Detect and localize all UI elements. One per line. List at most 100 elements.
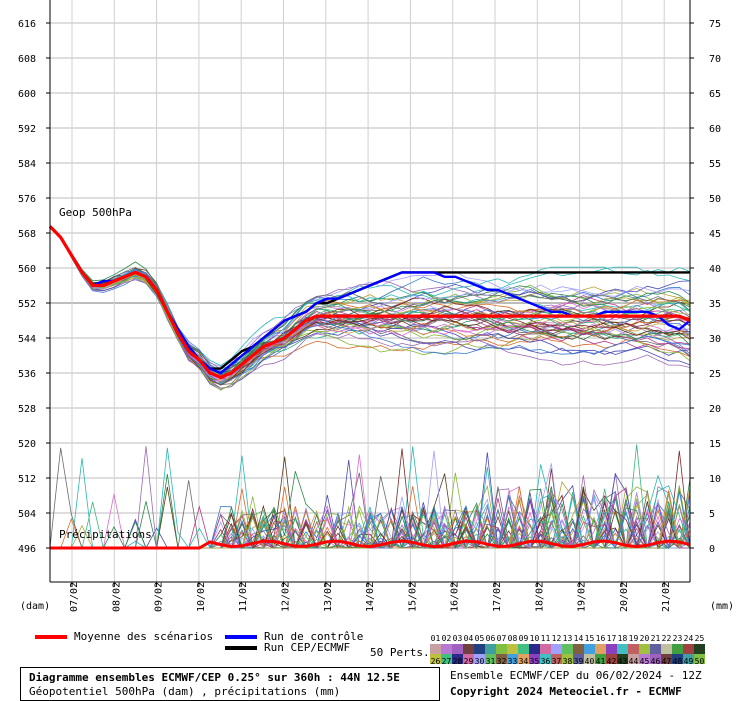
left-tick-label: 600 xyxy=(18,89,36,100)
pert-number: 45 xyxy=(639,657,650,666)
right-tick-label: 45 xyxy=(709,229,721,240)
pert-number: 25 xyxy=(694,634,705,643)
pert-color-box xyxy=(441,644,452,654)
pert-color-box xyxy=(518,644,529,654)
pert-number: 01 xyxy=(430,634,441,643)
pert-number: 39 xyxy=(573,657,584,666)
pert-color-box xyxy=(474,644,485,654)
pert-color-box xyxy=(617,644,628,654)
pert-number: 46 xyxy=(650,657,661,666)
pert-color-box xyxy=(672,654,683,664)
pert-color-box xyxy=(595,654,606,664)
pert-number: 18 xyxy=(617,634,628,643)
pert-color-box xyxy=(507,644,518,654)
pert-color-box xyxy=(518,654,529,664)
mean-precip-line xyxy=(50,539,691,550)
pert-number: 47 xyxy=(661,657,672,666)
pert-number: 33 xyxy=(507,657,518,666)
pert-color-box xyxy=(628,644,639,654)
pert-color-box xyxy=(474,654,485,664)
ensemble-member-line xyxy=(49,226,691,389)
x-tick-label: 17/02 xyxy=(492,582,503,612)
left-tick-label: 536 xyxy=(18,369,36,380)
pert-number: 43 xyxy=(617,657,628,666)
pert-number: 28 xyxy=(452,657,463,666)
pert-number: 32 xyxy=(496,657,507,666)
left-tick-label: 496 xyxy=(18,544,36,555)
pert-number: 41 xyxy=(595,657,606,666)
pert-color-box xyxy=(562,654,573,664)
pert-number: 16 xyxy=(595,634,606,643)
pert-number: 11 xyxy=(540,634,551,643)
copyright: Copyright 2024 Meteociel.fr - ECMWF xyxy=(450,685,682,698)
ensemble-member-line xyxy=(49,226,691,375)
pert-color-box xyxy=(551,644,562,654)
pert-color-box xyxy=(452,644,463,654)
pert-number: 48 xyxy=(672,657,683,666)
x-tick-label: 19/02 xyxy=(577,582,588,612)
left-tick-label: 512 xyxy=(18,474,36,485)
pert-color-box xyxy=(540,644,551,654)
x-tick-label: 15/02 xyxy=(407,582,418,612)
cep-legend-label: Run CEP/ECMWF xyxy=(264,641,351,654)
ensemble-member-line xyxy=(49,226,691,372)
pert-color-box xyxy=(661,644,672,654)
pert-number: 15 xyxy=(584,634,595,643)
info-title: Diagramme ensembles ECMWF/CEP 0.25° sur … xyxy=(29,671,400,684)
left-tick-label: 584 xyxy=(18,159,36,170)
pert-color-box xyxy=(540,654,551,664)
right-tick-label: 5 xyxy=(709,509,715,520)
pert-number: 50 xyxy=(694,657,705,666)
ensemble-member-line xyxy=(49,226,691,389)
pert-number: 08 xyxy=(507,634,518,643)
ensemble-member-line xyxy=(49,226,691,370)
right-tick-label: 75 xyxy=(709,19,721,30)
right-tick-label: 0 xyxy=(709,544,715,555)
left-tick-label: 576 xyxy=(18,194,36,205)
left-tick-label: 560 xyxy=(18,264,36,275)
cep-legend-swatch xyxy=(225,646,257,650)
pert-color-box xyxy=(529,654,540,664)
main-series xyxy=(48,225,691,550)
right-tick-label: 30 xyxy=(709,334,721,345)
right-tick-label: 65 xyxy=(709,89,721,100)
ensemble-member-line xyxy=(49,226,691,385)
left-tick-label: 608 xyxy=(18,54,36,65)
left-tick-label: 544 xyxy=(18,334,36,345)
x-tick-label: 07/02 xyxy=(69,582,80,612)
pert-number: 22 xyxy=(661,634,672,643)
x-tick-label: 13/02 xyxy=(323,582,334,612)
perts-label: 50 Perts. xyxy=(370,646,430,659)
control-legend-swatch xyxy=(225,635,257,639)
left-tick-label: 504 xyxy=(18,509,36,520)
pert-color-box xyxy=(650,654,661,664)
pert-number: 20 xyxy=(639,634,650,643)
pert-color-box xyxy=(683,644,694,654)
pert-color-box xyxy=(694,644,705,654)
x-tick-label: 16/02 xyxy=(450,582,461,612)
pert-number: 14 xyxy=(573,634,584,643)
right-tick-label: 35 xyxy=(709,299,721,310)
ensemble-member-line xyxy=(49,226,691,386)
pert-color-box xyxy=(507,654,518,664)
ensemble-member-line xyxy=(49,226,691,386)
pert-number: 31 xyxy=(485,657,496,666)
ensemble-member-line xyxy=(49,226,691,386)
right-tick-label: 15 xyxy=(709,439,721,450)
pert-color-box xyxy=(562,644,573,654)
ensemble-info: Ensemble ECMWF/CEP du 06/02/2024 - 12Z xyxy=(450,669,702,682)
pert-number: 02 xyxy=(441,634,452,643)
pert-color-box xyxy=(584,644,595,654)
pert-number: 13 xyxy=(562,634,573,643)
pert-number: 27 xyxy=(441,657,452,666)
pert-color-box xyxy=(639,644,650,654)
left-tick-label: 568 xyxy=(18,229,36,240)
mean-series-line xyxy=(48,225,691,380)
pert-color-box xyxy=(496,644,507,654)
pert-number: 34 xyxy=(518,657,529,666)
pert-color-box xyxy=(606,644,617,654)
x-tick-label: 20/02 xyxy=(619,582,630,612)
pert-number: 49 xyxy=(683,657,694,666)
precip-label: Précipitations xyxy=(59,528,152,541)
x-tick-label: 09/02 xyxy=(154,582,165,612)
